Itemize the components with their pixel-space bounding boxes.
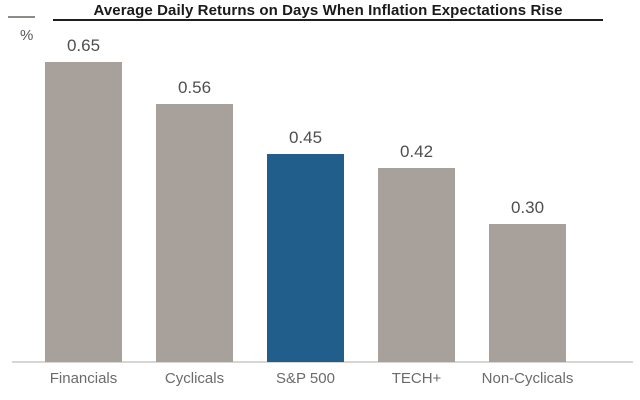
corner-dash (8, 16, 35, 18)
bar-value-label-financials: 0.65 (66, 36, 101, 55)
bar-tech (378, 168, 455, 362)
title-underline (53, 19, 603, 21)
bar-financials (45, 62, 122, 362)
category-label-non-cyclicals: Non-Cyclicals (481, 370, 574, 387)
bar-cyclicals (156, 104, 233, 362)
category-label-tech: TECH+ (391, 370, 442, 387)
bar-value-label-tech: 0.42 (399, 142, 434, 161)
bar-value-label-cyclicals: 0.56 (177, 78, 212, 97)
category-label-cyclicals: Cyclicals (164, 370, 225, 387)
bar-value-label-s-p-500: 0.45 (288, 128, 323, 147)
bar-non-cyclicals (489, 224, 566, 362)
bar-value-label-non-cyclicals: 0.30 (510, 198, 545, 217)
bar-s-p-500 (267, 154, 344, 362)
y-axis-unit-label: % (20, 27, 34, 44)
chart-title: Average Daily Returns on Days When Infla… (93, 2, 563, 19)
category-label-financials: Financials (49, 370, 118, 387)
category-label-s-p-500: S&P 500 (276, 370, 335, 387)
